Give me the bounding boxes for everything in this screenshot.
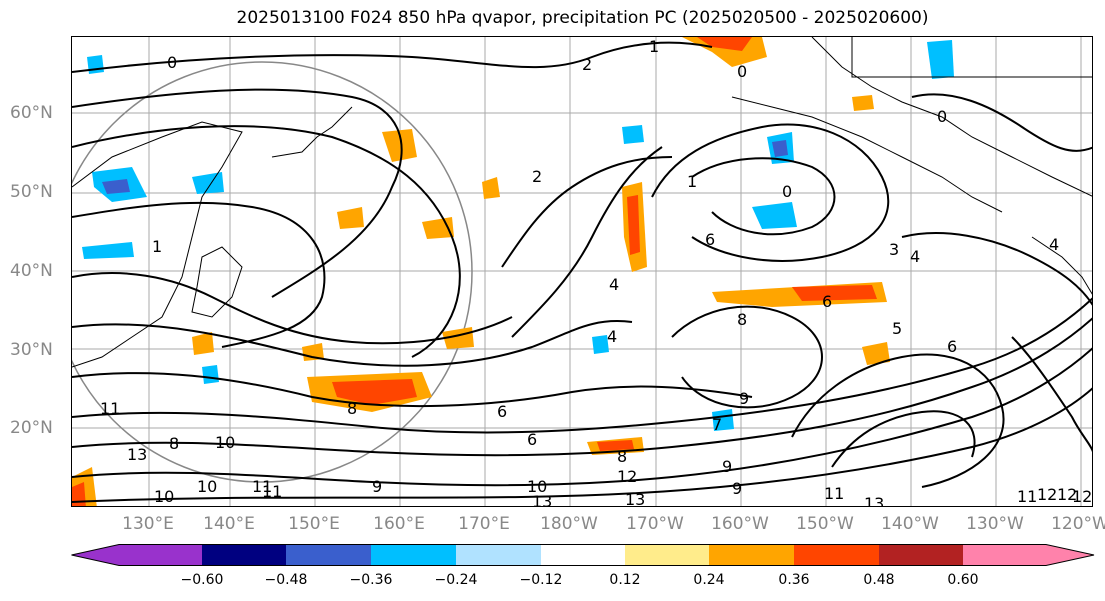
contour-label: 6 [527,430,538,449]
colorbar-segment [71,544,202,566]
colorbar-outline [71,544,1095,566]
colorbar-segment [202,544,286,566]
contour-label: 2 [532,167,543,186]
contour-label: 4 [910,247,921,266]
contour-label: 5 [892,319,903,338]
colorbar-segment [541,544,625,566]
colorbar-tick-label: 0.24 [693,572,725,588]
contour-label: 9 [372,477,383,496]
lon-label: 180°W [540,514,598,534]
colorbar-tick-label: 0.12 [609,572,641,588]
lon-label: 160°E [373,514,425,534]
contour-label: 0 [782,182,793,201]
contour-label: 11 [100,399,121,418]
colorbar-tick-label: 0.48 [863,572,895,588]
lon-label: 170°E [458,514,510,534]
colorbar-tick-label: −0.36 [349,572,393,588]
colorbar-tick-label: −0.60 [180,572,224,588]
map-plot: 0 1 2 1 0 0 2 1 0 4 6 3 4 4 4 5 6 8 6 7 … [71,36,1093,507]
colorbar-tick-label: 0.36 [778,572,810,588]
contour-label: 12 [617,467,638,486]
lat-label-20n: 20°N [10,418,53,438]
graticule [72,37,1092,506]
colorbar-tick-label: 0.60 [947,572,979,588]
lon-label: 130°E [122,514,174,534]
contour-label: 12 [1057,485,1078,504]
lon-label: 130°W [966,514,1024,534]
lon-label: 150°W [796,514,854,534]
contour-label: 10 [197,477,218,496]
contour-label: 10 [154,487,175,506]
contour-label: 9 [722,457,733,476]
coastlines [72,37,1092,368]
contour-label: 4 [609,275,620,294]
colorbar-segment [709,544,794,566]
lat-label-40n: 40°N [10,261,53,281]
precip-negative [82,40,954,431]
lon-label: 170°W [626,514,684,534]
contour-label: 0 [937,107,948,126]
qvapor-contours [72,41,1092,503]
lon-label: 150°E [288,514,340,534]
contour-label: 11 [824,484,845,503]
contour-label: 8 [347,399,358,418]
colorbar-segment [371,544,456,566]
contour-label: 11 [252,477,273,496]
contour-label: 13 [625,490,646,507]
contour-label: 11 [1017,487,1038,506]
contour-label: 1 [687,172,698,191]
colorbar-segment [625,544,709,566]
contour-label: 7 [712,415,723,434]
contour-label: 10 [215,433,236,452]
contour-label: 3 [889,240,900,259]
lat-label-30n: 30°N [10,340,53,360]
contour-label: 6 [705,230,716,249]
colorbar-segment [963,544,1094,566]
contour-label: 13 [532,492,553,507]
colorbar-segments [71,544,1094,566]
contour-label: 4 [1049,235,1060,254]
lon-label: 160°W [711,514,769,534]
lat-label-60n: 60°N [10,103,53,123]
colorbar-segment [794,544,879,566]
contour-label: 6 [497,402,508,421]
contour-label: 8 [617,447,628,466]
lat-label-50n: 50°N [10,182,53,202]
map-title: 2025013100 F024 850 hPa qvapor, precipit… [236,8,929,28]
contour-label: 13 [127,445,148,464]
contour-label: 12 [1037,485,1058,504]
contour-label: 1 [152,237,163,256]
contour-label: 12 [1072,487,1093,506]
range-circle [72,61,473,483]
colorbar-segment [879,544,963,566]
map-canvas [72,37,1092,506]
contour-label: 11 [262,482,283,501]
contour-label: 10 [527,477,548,496]
colorbar-tick-label: −0.48 [264,572,308,588]
colorbar [71,544,1095,566]
colorbar-tick-label: −0.24 [434,572,478,588]
lon-label: 120°W [1051,514,1105,534]
contour-label: 0 [737,62,748,81]
contour-label-layer: 0 1 2 1 0 0 2 1 0 4 6 3 4 4 4 5 6 8 6 7 … [72,37,1093,507]
lon-label: 140°W [881,514,939,534]
colorbar-segment [286,544,371,566]
colorbar-segment [456,544,541,566]
contour-label: 9 [732,479,743,498]
contour-label: 8 [169,434,180,453]
contour-label: 8 [737,310,748,329]
contour-label: 6 [947,337,958,356]
contour-label: 13 [864,494,885,507]
contour-label: 2 [582,55,593,74]
contour-label: 0 [167,53,178,72]
contour-label: 9 [739,389,750,408]
contour-label: 1 [649,37,660,56]
colorbar-tick-label: −0.12 [519,572,563,588]
contour-label: 6 [822,292,833,311]
lon-label: 140°E [203,514,255,534]
contour-label: 4 [607,327,618,346]
